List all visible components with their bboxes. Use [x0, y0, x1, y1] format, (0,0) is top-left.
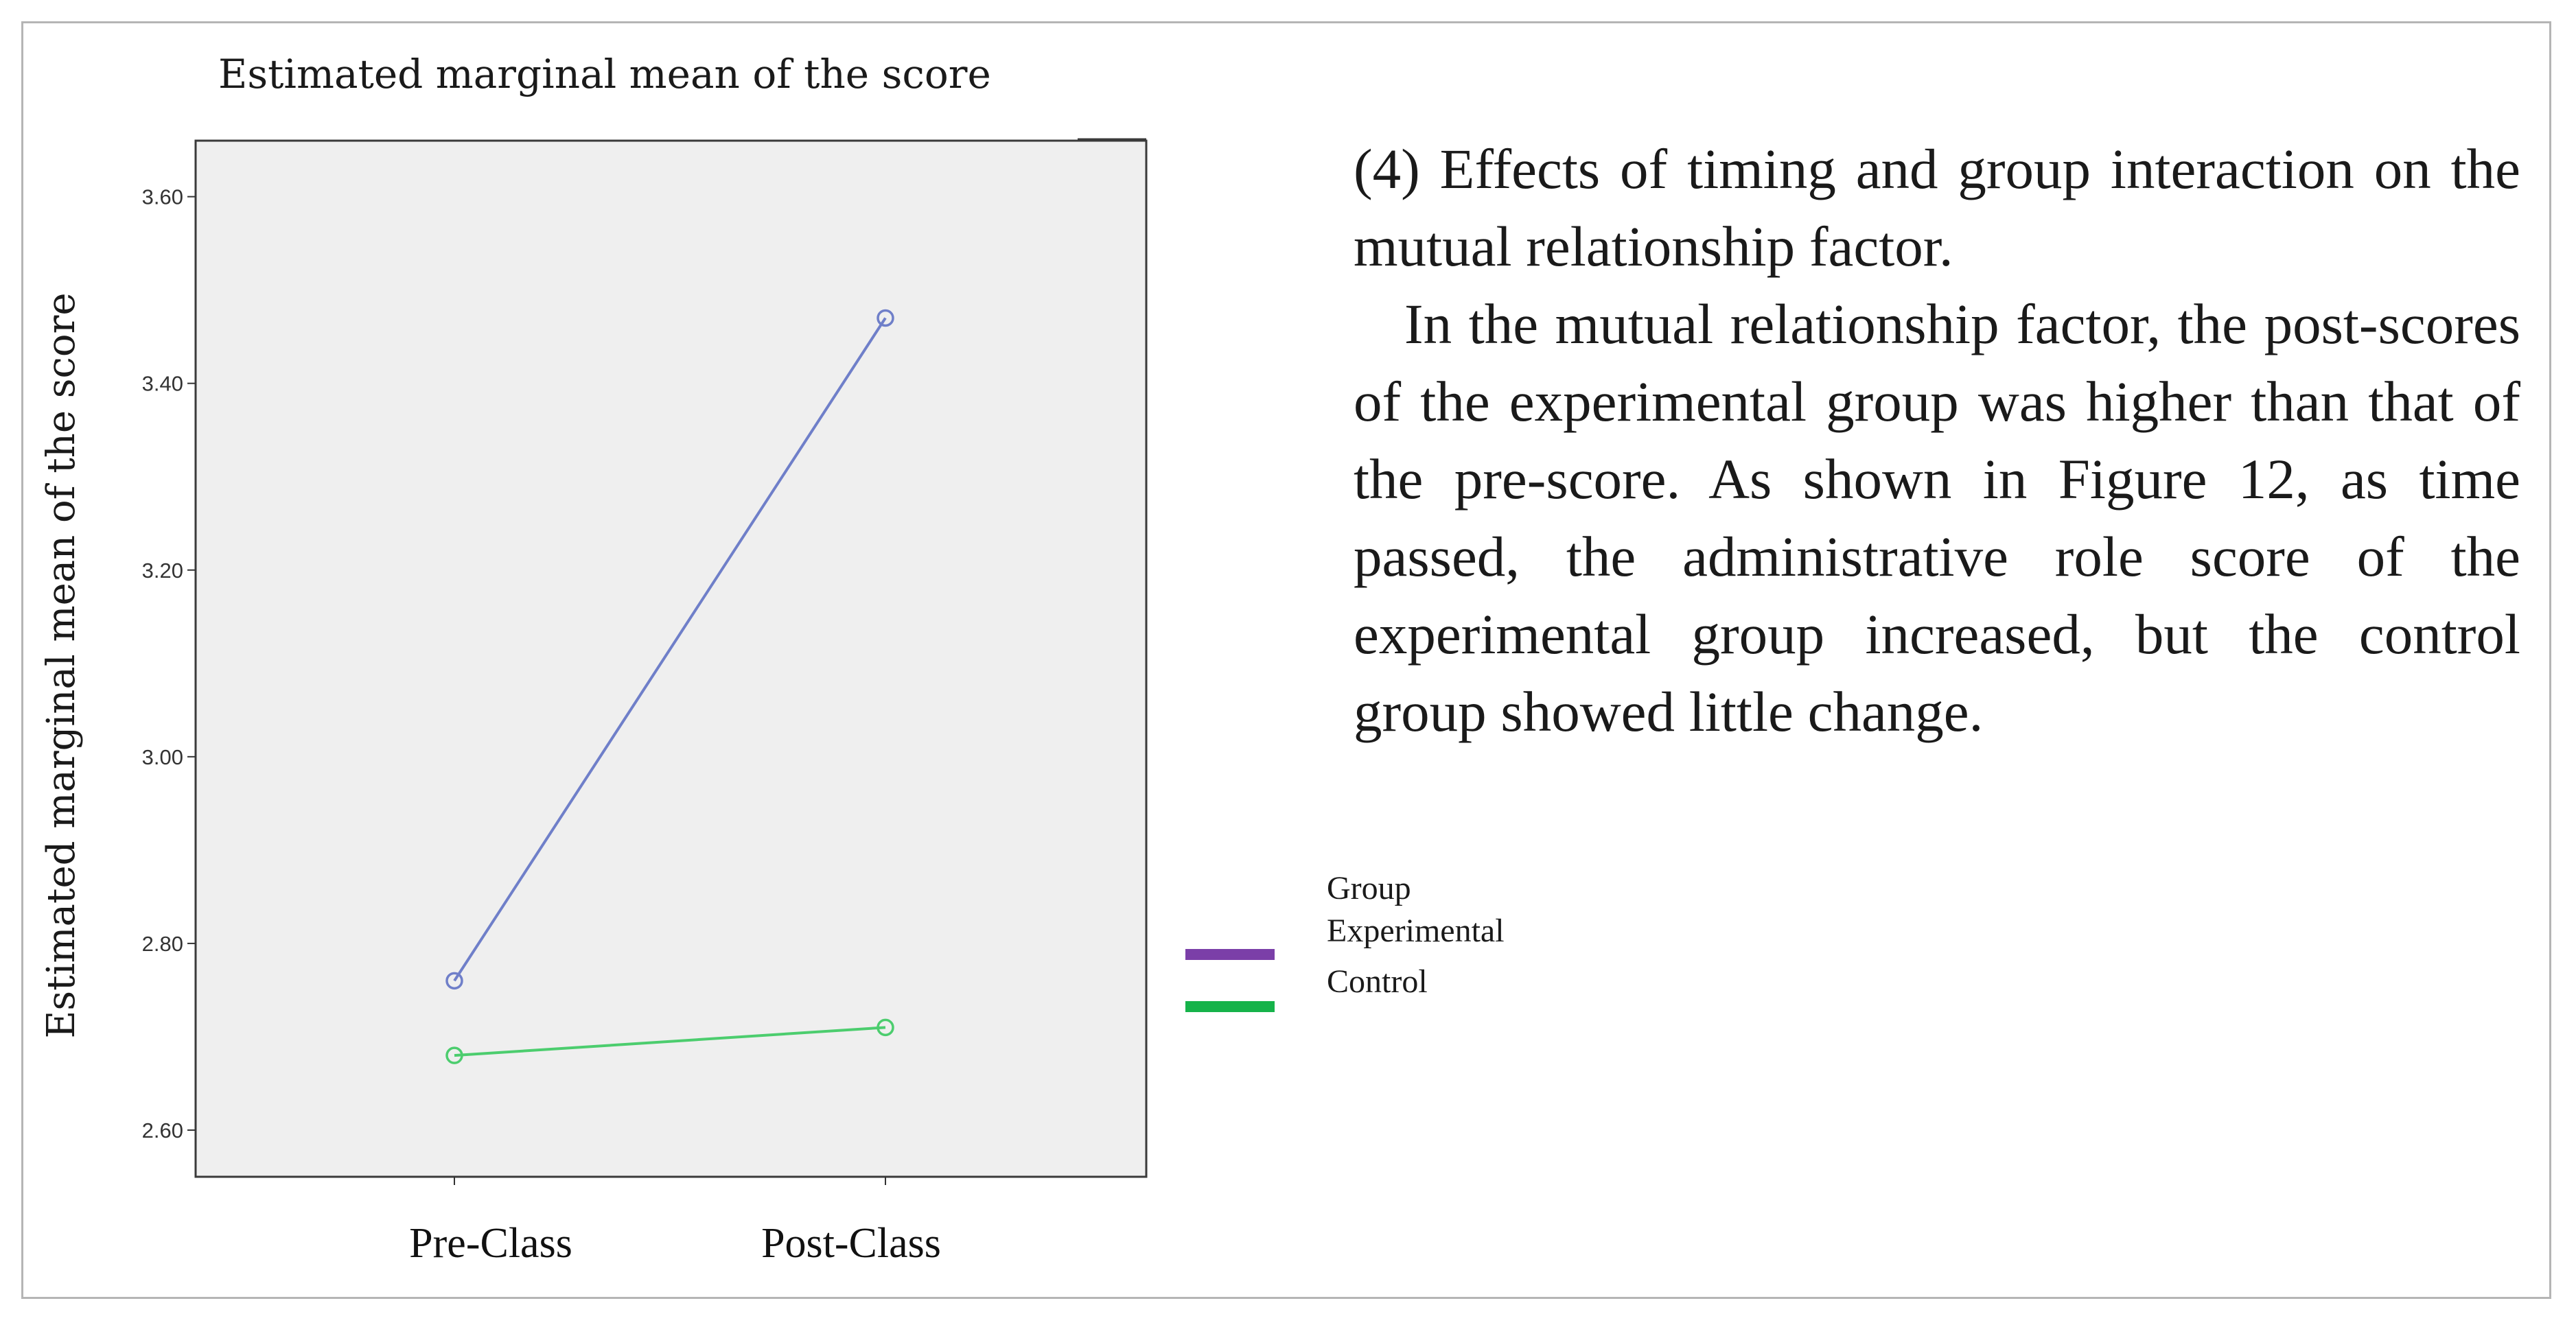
- series-line-control: [454, 1026, 886, 1057]
- y-tick-label: 3.40: [142, 372, 183, 396]
- y-axis: 3.60 3.40 3.20 3.00 2.80 2.60: [142, 185, 196, 1142]
- y-tick-label: 3.00: [142, 745, 183, 769]
- data-point: [445, 1046, 463, 1064]
- legend: Group Experimental Control: [1185, 870, 1505, 1012]
- y-tick-label: 2.80: [142, 932, 183, 956]
- data-point: [877, 1018, 894, 1037]
- x-tick-label: Pre-Class: [409, 1220, 572, 1267]
- data-point: [445, 972, 463, 990]
- legend-label-control: Control: [1327, 963, 1428, 1000]
- plot-area: [194, 139, 1148, 1178]
- y-tick-label: 3.20: [142, 559, 183, 583]
- series-layer: [445, 309, 894, 1064]
- legend-label-experimental: Experimental: [1327, 913, 1505, 949]
- legend-swatch-control: [1185, 1001, 1275, 1012]
- x-axis: Pre-Class Post-Class: [409, 1177, 941, 1267]
- section-heading: (4) Effects of timing and group interact…: [1354, 137, 2520, 278]
- x-tick-label: Post-Class: [761, 1220, 941, 1267]
- y-axis-label: Estimated marginal mean of the score: [39, 293, 84, 1039]
- series-line-experimental: [453, 317, 887, 982]
- legend-title: Group: [1327, 870, 1411, 906]
- legend-swatch-experimental: [1185, 949, 1275, 960]
- body-text: (4) Effects of timing and group interact…: [1354, 130, 2520, 751]
- body-paragraph: In the mutual relationship factor, the p…: [1354, 292, 2520, 743]
- data-point: [877, 309, 894, 327]
- chart-title: Estimated marginal mean of the score: [218, 51, 991, 97]
- y-tick-label: 3.60: [142, 185, 183, 209]
- y-tick-label: 2.60: [142, 1118, 183, 1142]
